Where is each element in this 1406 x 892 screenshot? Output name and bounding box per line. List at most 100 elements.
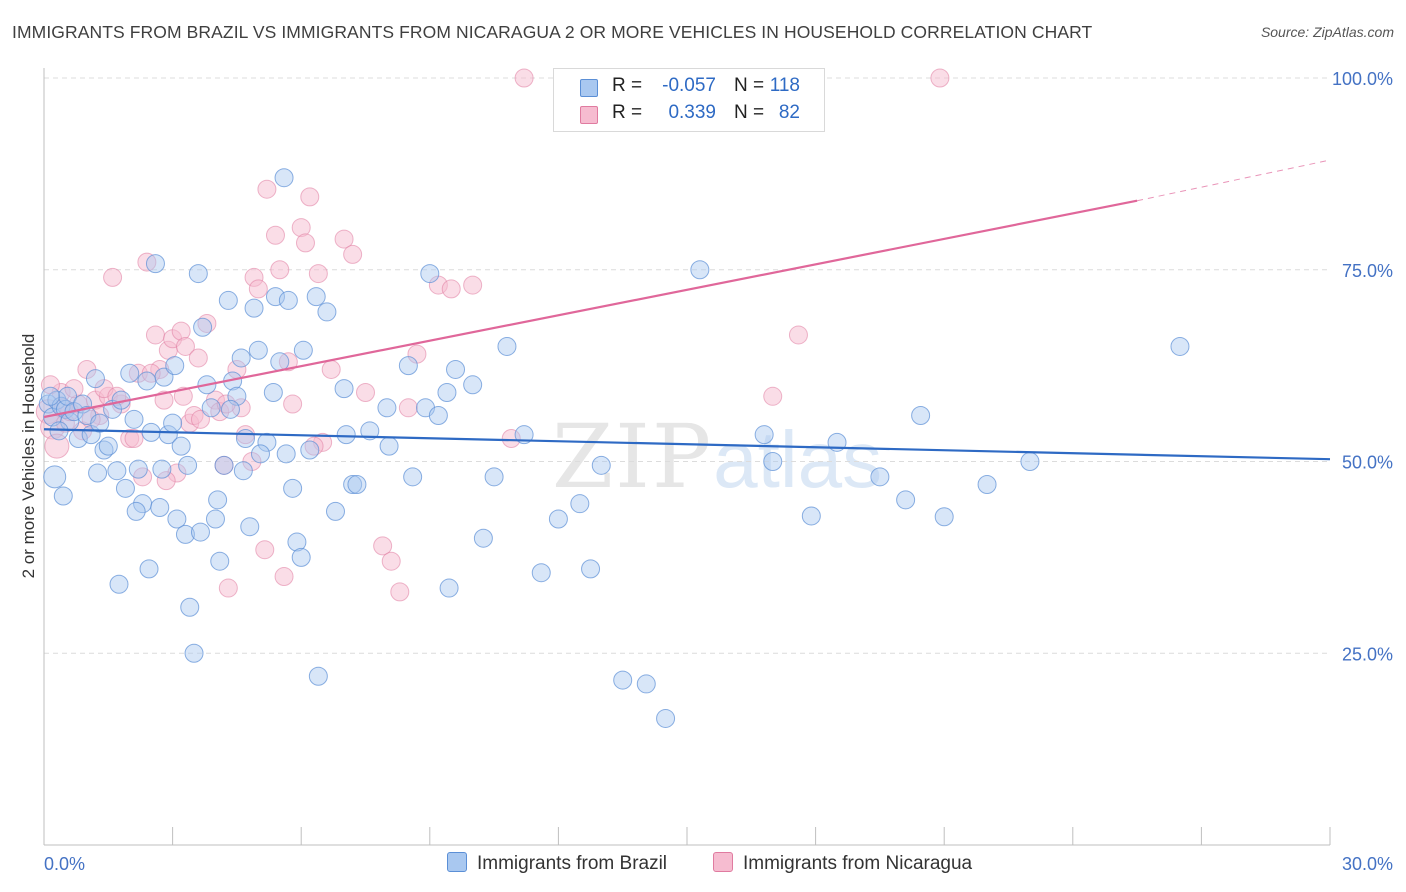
nicaragua-point	[103, 267, 123, 287]
brazil-point	[145, 254, 165, 274]
y-tick-label: 75.0%	[1342, 261, 1393, 281]
brazil-point	[152, 459, 172, 479]
nicaragua-trend-line	[43, 199, 1138, 419]
nicaragua-point	[788, 325, 808, 345]
brazil-point	[205, 509, 225, 529]
brazil-point	[53, 486, 73, 506]
brazil-point	[763, 452, 783, 471]
brazil-point	[291, 547, 311, 567]
nicaragua-point	[763, 386, 783, 406]
brazil-point	[43, 465, 67, 489]
brazil-point	[473, 528, 493, 548]
legend-swatch-brazil	[447, 852, 467, 872]
brazil-point	[248, 340, 268, 360]
correlation-legend: R = -0.057 N = 118 R = 0.339 N = 82	[553, 68, 825, 132]
brazil-point	[201, 398, 221, 418]
legend-n-label: N =	[734, 102, 765, 123]
nicaragua-point	[188, 348, 208, 368]
zipatlas-watermark: ZIPatlas	[552, 405, 882, 508]
brazil-point	[180, 597, 200, 617]
brazil-point	[403, 467, 423, 487]
nicaragua-trend-extension	[1136, 159, 1331, 202]
brazil-point	[220, 399, 240, 419]
nicaragua-point	[145, 325, 165, 345]
brazil-point	[276, 444, 296, 464]
nicaragua-point	[156, 471, 176, 491]
brazil-point	[754, 425, 774, 445]
nicaragua-point	[175, 336, 195, 356]
nicaragua-point	[173, 386, 193, 406]
legend-n-value: 82	[778, 102, 800, 123]
nicaragua-point	[257, 179, 277, 199]
brazil-point	[231, 348, 251, 368]
brazil-point	[334, 379, 354, 399]
brazil-point	[656, 708, 676, 728]
brazil-point	[233, 461, 253, 481]
brazil-point	[300, 440, 320, 460]
brazil-point	[377, 398, 397, 418]
x-tick-labels: 0.0% 30.0%	[44, 854, 1393, 874]
brazil-point	[497, 336, 517, 356]
brazil-point	[250, 444, 270, 464]
nicaragua-point	[373, 536, 393, 556]
brazil-point	[437, 382, 457, 402]
nicaragua-point	[154, 390, 174, 410]
brazil-point	[214, 455, 234, 475]
nicaragua-point	[308, 264, 328, 284]
brazil-point	[263, 382, 283, 402]
axes	[43, 68, 1330, 846]
legend-label-nicaragua: Immigrants from Nicaragua	[743, 853, 973, 874]
brazil-point	[896, 490, 916, 510]
nicaragua-point	[321, 359, 341, 379]
nicaragua-point	[514, 68, 534, 88]
brazil-point	[137, 371, 157, 391]
x-tick-label-max: 30.0%	[1342, 854, 1393, 874]
brazil-point	[420, 264, 440, 284]
brazil-point	[306, 287, 326, 307]
nicaragua-point	[463, 275, 483, 295]
x-tick-label-min: 0.0%	[44, 854, 85, 874]
brazil-point	[178, 455, 198, 475]
nicaragua-point	[381, 551, 401, 571]
brazil-points	[38, 168, 1190, 728]
nicaragua-point	[64, 379, 84, 399]
brazil-point	[190, 522, 210, 542]
trend-lines	[43, 159, 1331, 461]
y-tick-label: 100.0%	[1332, 69, 1393, 89]
brazil-point	[188, 264, 208, 284]
nicaragua-point	[441, 279, 461, 299]
y-tick-label: 25.0%	[1342, 644, 1393, 664]
brazil-point	[107, 461, 127, 481]
brazil-point	[165, 356, 185, 376]
nicaragua-point	[270, 260, 290, 280]
legend-item-nicaragua[interactable]: Immigrants from Nicaragua	[713, 852, 972, 875]
brazil-point	[115, 478, 135, 498]
brazil-point	[287, 532, 307, 552]
brazil-point	[184, 643, 204, 663]
nicaragua-point	[295, 233, 315, 253]
legend-row-nicaragua: R = 0.339 N = 82	[554, 101, 824, 127]
brazil-point	[163, 413, 183, 433]
nicaragua-point	[300, 187, 320, 207]
brazil-point	[167, 509, 187, 529]
nicaragua-point	[218, 578, 238, 598]
brazil-point	[278, 290, 298, 310]
nicaragua-point	[283, 394, 303, 414]
legend-item-brazil[interactable]: Immigrants from Brazil	[447, 852, 667, 875]
y-axis-title: 2 or more Vehicles in Household	[19, 334, 38, 579]
brazil-point	[171, 436, 191, 456]
brazil-point	[218, 290, 238, 310]
brazil-point	[265, 287, 285, 307]
brazil-point	[274, 168, 294, 188]
chart-title: IMMIGRANTS FROM BRAZIL VS IMMIGRANTS FRO…	[12, 22, 1093, 42]
legend-r-label: R =	[612, 75, 643, 96]
brazil-point	[446, 359, 466, 379]
brazil-point	[293, 340, 313, 360]
brazil-point	[636, 674, 656, 694]
source-credit[interactable]: Source: ZipAtlas.com	[1260, 24, 1394, 40]
brazil-point	[934, 507, 954, 527]
brazil-point	[257, 432, 277, 452]
legend-n-value: 118	[769, 75, 800, 96]
brazil-point	[581, 559, 601, 579]
brazil-point	[158, 425, 178, 445]
